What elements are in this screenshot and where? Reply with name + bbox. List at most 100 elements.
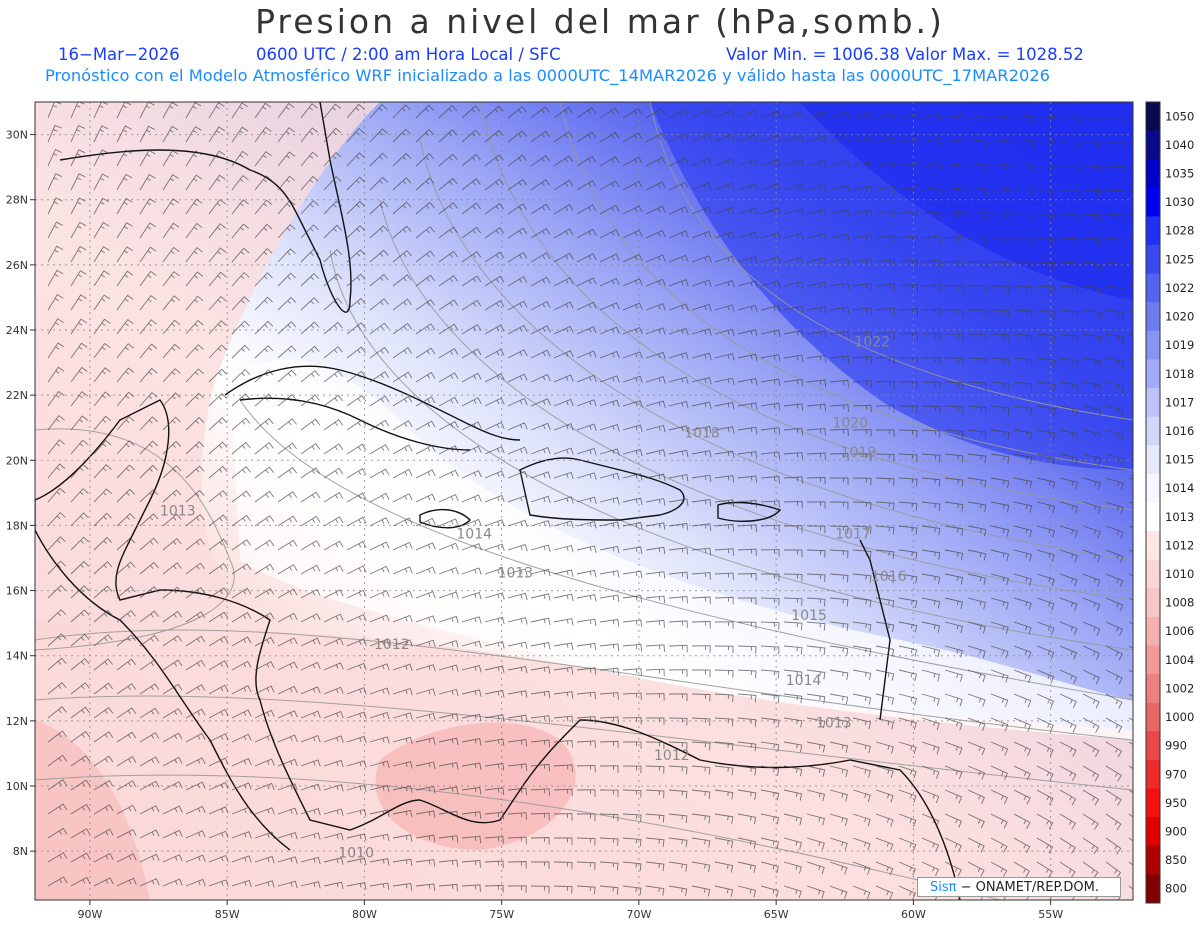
wind-barb xyxy=(415,469,436,479)
wind-barb xyxy=(70,463,89,479)
wind-barb xyxy=(668,425,689,433)
wind-barb xyxy=(507,178,528,191)
colorbar-label: 1030 xyxy=(1165,195,1194,209)
wind-barb xyxy=(70,173,86,191)
wind-barb xyxy=(484,592,505,600)
wind-barb xyxy=(392,444,413,455)
wind-barb xyxy=(553,813,573,821)
wind-barb xyxy=(369,395,390,407)
wind-barb xyxy=(898,669,918,682)
wind-barb xyxy=(714,765,734,776)
wind-barb xyxy=(645,376,666,384)
lat-tick-label: 10N xyxy=(6,780,28,793)
wind-barb xyxy=(254,563,275,575)
wind-barb xyxy=(415,785,436,794)
wind-barb xyxy=(116,197,133,215)
wind-barb xyxy=(231,247,250,263)
wind-barb xyxy=(346,103,365,119)
wind-barb xyxy=(714,741,734,751)
wind-barb xyxy=(254,369,274,383)
wind-barb xyxy=(829,621,849,632)
wind-barb xyxy=(530,520,551,528)
wind-barb xyxy=(507,276,528,287)
wind-barb xyxy=(783,208,804,216)
wind-barb xyxy=(737,621,757,630)
wind-barb xyxy=(254,880,275,888)
wind-barb xyxy=(829,645,849,656)
colorbar-label: 1004 xyxy=(1165,653,1194,667)
wind-barb xyxy=(737,207,758,215)
wind-barb xyxy=(461,762,482,770)
wind-barb xyxy=(576,789,596,797)
wind-barb xyxy=(576,204,597,215)
wind-barb xyxy=(162,683,183,695)
wind-barb xyxy=(116,391,135,407)
wind-barb xyxy=(254,417,274,431)
wind-barb xyxy=(898,381,918,389)
wind-barb xyxy=(254,199,273,215)
wind-barb xyxy=(162,343,181,359)
wind-barb xyxy=(392,298,412,311)
wind-barb xyxy=(576,374,597,383)
wind-barb xyxy=(346,225,366,239)
wind-barb xyxy=(1036,140,1056,148)
wind-barb xyxy=(139,391,158,407)
wind-barb xyxy=(323,564,344,575)
wind-barb xyxy=(461,397,482,407)
wind-barb xyxy=(852,525,872,535)
wind-barb xyxy=(323,224,343,239)
wind-barb xyxy=(645,278,666,287)
wind-barb xyxy=(668,522,689,531)
wind-barb xyxy=(254,223,273,239)
wind-barb xyxy=(599,861,619,871)
wind-barb xyxy=(93,609,113,623)
wind-barb xyxy=(622,570,643,579)
wind-barb xyxy=(461,470,482,479)
wind-barb xyxy=(967,813,985,829)
wind-barb xyxy=(415,688,436,696)
wind-barb xyxy=(1013,115,1034,123)
wind-barb xyxy=(139,659,160,671)
wind-barb xyxy=(208,708,229,719)
wind-barb xyxy=(990,453,1010,464)
wind-barb xyxy=(783,549,803,558)
wind-barb xyxy=(277,880,298,889)
wind-barb xyxy=(208,733,229,743)
wind-barb xyxy=(185,222,203,239)
wind-barb xyxy=(576,277,597,287)
wind-barb xyxy=(139,683,160,695)
wind-barb xyxy=(1105,357,1125,369)
wind-barb xyxy=(70,270,87,287)
contour-label: 1010 xyxy=(338,846,374,862)
colorbar-swatch xyxy=(1146,559,1160,589)
wind-barb xyxy=(553,691,574,699)
wind-barb xyxy=(898,813,917,828)
wind-barb xyxy=(300,345,320,359)
wind-barb xyxy=(484,324,505,335)
wind-barb xyxy=(231,831,252,839)
wind-barb xyxy=(277,296,297,311)
wind-barb xyxy=(415,810,436,818)
wind-barb xyxy=(507,812,527,820)
wind-barb xyxy=(1013,381,1033,392)
wind-barb xyxy=(208,126,225,143)
wind-barb xyxy=(484,738,505,747)
wind-barb xyxy=(829,813,848,826)
wind-barb xyxy=(415,226,435,239)
wind-barb xyxy=(829,282,850,290)
wind-barb xyxy=(760,597,780,606)
wind-barb xyxy=(530,837,550,845)
colorbar-label: 1010 xyxy=(1165,567,1194,581)
wind-barb xyxy=(93,682,114,695)
wind-barb xyxy=(254,296,273,311)
wind-barb xyxy=(254,345,274,359)
wind-barb xyxy=(530,179,551,191)
wind-barb xyxy=(852,355,872,364)
wind-barb xyxy=(737,475,758,484)
wind-barb xyxy=(369,419,390,431)
wind-barb xyxy=(576,716,596,724)
wind-barb xyxy=(875,477,895,486)
wind-barb xyxy=(737,280,758,288)
wind-barb xyxy=(185,465,205,479)
wind-barb xyxy=(208,344,227,359)
